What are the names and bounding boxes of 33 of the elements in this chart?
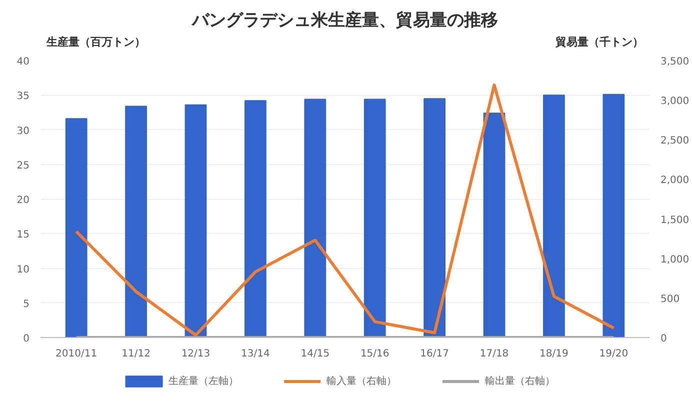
legend-label: 輸入量（右軸） (326, 375, 397, 387)
y-tick-label: 35 (16, 91, 30, 102)
y-tick-label: 5 (23, 298, 30, 310)
y2-tick-label: 2,000 (660, 175, 690, 186)
x-tick-label: 14/15 (300, 348, 330, 360)
y-tick-label: 0 (23, 334, 30, 344)
y-tick-label: 40 (16, 56, 30, 68)
legend-label: 生産量（左軸） (168, 375, 238, 387)
x-tick-label: 12/13 (181, 348, 210, 360)
legend-label: 輸出量（右軸） (485, 375, 556, 387)
y2-tick-label: 500 (660, 294, 680, 305)
y-tick-label: 25 (16, 160, 30, 172)
y2-tick-label: 0 (660, 334, 667, 344)
y-tick-label: 10 (16, 264, 30, 276)
x-tick-label: 17/18 (480, 348, 509, 360)
y-tick-label: 15 (16, 230, 30, 241)
y2-tick-label: 2,500 (660, 136, 690, 147)
y-axis-title: 生産量（百万トン） (46, 35, 146, 48)
x-tick-label: 2010/11 (56, 348, 98, 360)
x-tick-label: 18/19 (540, 348, 568, 360)
x-tick-label: 11/12 (122, 348, 150, 360)
y2-tick-label: 1,000 (660, 254, 690, 266)
x-tick-label: 19/20 (599, 348, 628, 360)
y-tick-label: 30 (16, 126, 30, 137)
y2-tick-label: 3,000 (660, 96, 690, 108)
x-tick-label: 16/17 (420, 348, 449, 360)
y2-tick-label: 3,500 (660, 56, 690, 68)
x-tick-label: 15/16 (360, 348, 390, 360)
y2-tick-label: 1,500 (660, 214, 690, 226)
chart-title: バングラデシュ米生産量、貿易量の推移 (191, 10, 498, 30)
x-tick-label: 13/14 (241, 348, 270, 360)
y2-axis-title: 貿易量（千トン） (554, 35, 644, 48)
y-tick-label: 20 (16, 195, 30, 206)
